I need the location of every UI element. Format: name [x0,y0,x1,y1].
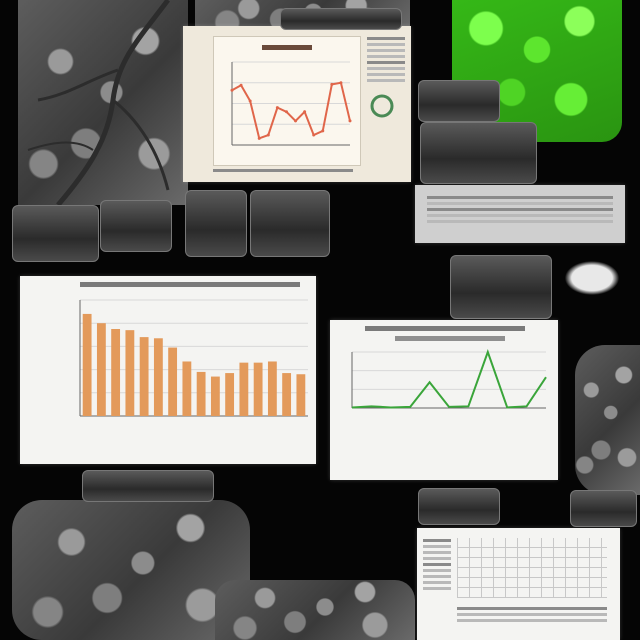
bar [253,362,263,416]
series-line [231,81,351,140]
bar [125,330,135,416]
data-point [248,99,252,103]
green-line-chart [351,348,547,409]
data-point [312,133,316,137]
jar-2 [100,200,172,252]
data-point [330,82,334,86]
specimen-image-top-left [18,0,188,205]
bar [153,338,163,416]
vein-pattern [27,0,170,205]
bar [168,347,178,416]
jar-7 [450,255,552,319]
bar [225,373,235,416]
data-point [321,129,325,133]
bar [82,313,92,416]
bar [139,337,149,416]
data-point [294,119,298,123]
bar [96,323,106,416]
bar [111,329,121,416]
data-point [275,106,279,110]
specimen-image-right [575,345,640,495]
card-sidebar-right [367,34,405,174]
jar-5 [418,80,500,122]
data-point [284,110,288,114]
jar-4 [250,190,330,257]
bar [210,376,220,416]
chart-title-block [262,45,312,50]
card-caption-lines [213,166,353,175]
data-point [303,110,307,114]
jar-9 [82,470,214,502]
bar-chart-title-block [80,282,300,287]
specimen-image-bottom-center [215,580,415,640]
data-point [239,83,243,87]
data-point [348,119,352,123]
green-chart-subtitle-block [395,336,505,341]
chart-panel [213,36,361,166]
data-point [339,81,343,85]
jar-8 [280,8,402,30]
top-line-chart [230,61,352,146]
line-chart-card [183,26,411,182]
bar [196,371,206,416]
jar-6 [420,122,537,184]
data-point [230,88,234,92]
specimen-image-bottom-left [12,500,250,640]
series-line [351,348,547,409]
jar-11 [570,490,637,527]
document-bottom-right [417,528,620,640]
document-table-grid [457,538,607,598]
jar-1 [12,205,99,262]
bar [239,362,249,416]
jar-10 [418,488,500,525]
bar-chart [79,299,308,417]
circular-diagram [370,94,394,118]
green-chart-title-block [365,326,525,331]
bar-chart-card [20,276,316,464]
bar [182,361,192,416]
specimen-white-fragment [560,258,624,298]
data-point [257,136,261,140]
bar [267,361,277,416]
bar [282,373,292,416]
data-point [266,133,270,137]
bar [296,374,306,416]
jar-3 [185,190,247,257]
document-strip-right [415,185,625,243]
green-line-chart-card [330,320,558,480]
